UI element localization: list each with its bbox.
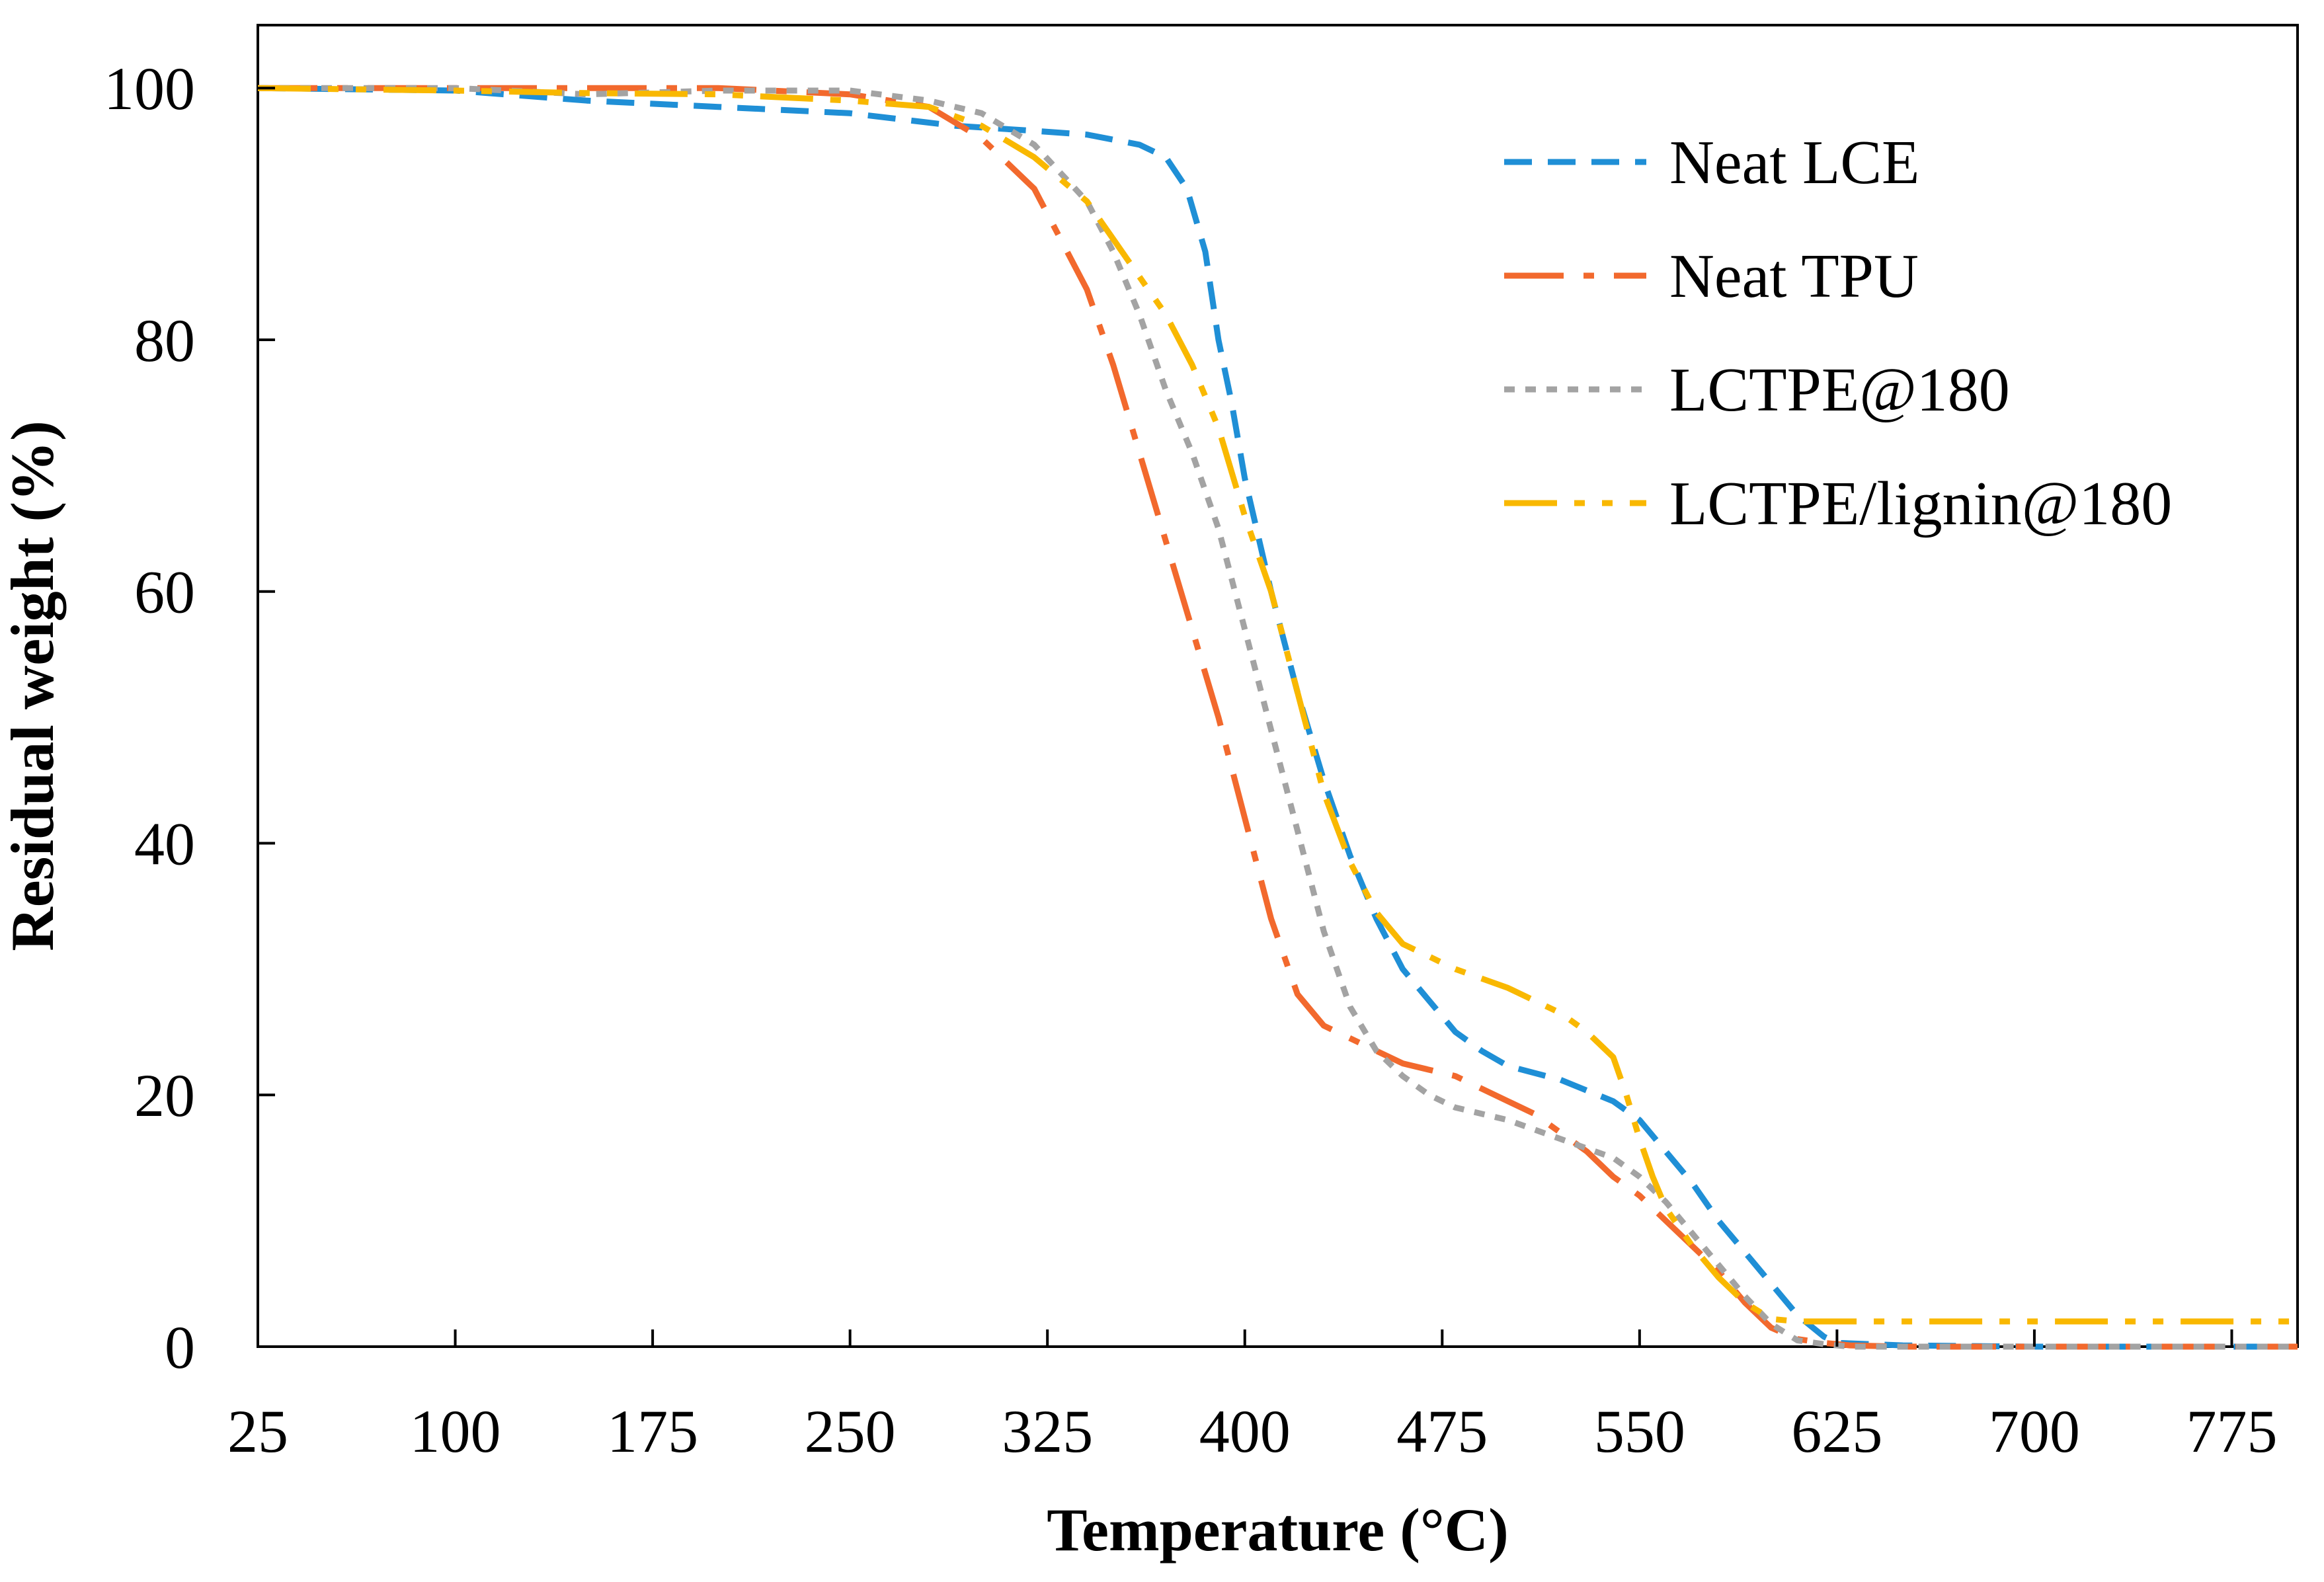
series-line-4 bbox=[257, 85, 2298, 1325]
y-axis-title: Residual weight (%) bbox=[0, 420, 66, 951]
y-tick-label: 20 bbox=[134, 1062, 195, 1129]
x-tick-label: 475 bbox=[1396, 1398, 1488, 1465]
legend-label-3: LCTPE@180 bbox=[1669, 356, 2010, 424]
y-tick-label: 0 bbox=[165, 1314, 195, 1381]
x-tick-label: 325 bbox=[1002, 1398, 1093, 1465]
x-tick-label: 400 bbox=[1199, 1398, 1291, 1465]
series-line-2 bbox=[258, 85, 2298, 1350]
series-line-3 bbox=[258, 85, 2298, 1350]
x-tick-label: 250 bbox=[805, 1398, 896, 1465]
series-line-1 bbox=[257, 85, 2298, 1350]
legend-label-4: LCTPE/lignin@180 bbox=[1669, 469, 2172, 538]
legend-label-1: Neat LCE bbox=[1669, 128, 1919, 197]
x-tick-label: 550 bbox=[1594, 1398, 1685, 1465]
plot-area-border bbox=[257, 24, 2299, 1348]
y-tick-label: 60 bbox=[134, 559, 195, 626]
x-tick-label: 700 bbox=[1989, 1398, 2080, 1465]
y-tick-label: 40 bbox=[134, 810, 195, 877]
y-tick-label: 80 bbox=[134, 307, 195, 374]
x-tick-label: 625 bbox=[1791, 1398, 1882, 1465]
x-tick-label: 775 bbox=[2186, 1398, 2277, 1465]
x-tick-label: 100 bbox=[410, 1398, 501, 1465]
x-tick-label: 175 bbox=[607, 1398, 698, 1465]
legend-label-2: Neat TPU bbox=[1669, 242, 1919, 311]
x-tick-label: 25 bbox=[227, 1398, 288, 1465]
x-axis-title: Temperature (°C) bbox=[1047, 1496, 1509, 1563]
y-tick-label: 100 bbox=[104, 55, 195, 122]
